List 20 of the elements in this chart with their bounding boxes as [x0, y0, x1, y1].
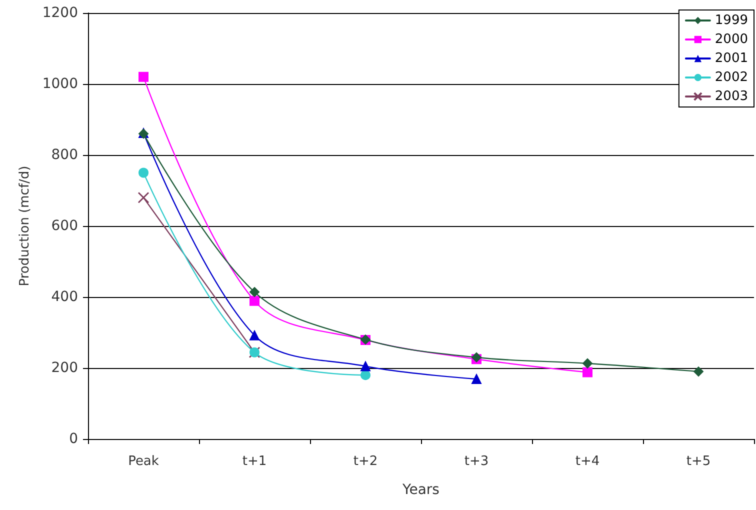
x-tick-label: t+4	[575, 454, 600, 469]
y-tick-label: 1200	[42, 5, 78, 21]
legend-label: 1999	[714, 13, 748, 28]
y-tick-label: 200	[51, 360, 78, 376]
x-tick-label: t+1	[242, 454, 267, 469]
x-tick-label: t+2	[353, 454, 378, 469]
legend-label: 2003	[714, 89, 748, 104]
legend-label: 2000	[714, 32, 748, 47]
y-tick-label: 1000	[42, 76, 78, 92]
y-tick-label: 400	[51, 289, 78, 305]
y-axis-title: Production (mcf/d)	[17, 166, 32, 286]
x-axis-title: Years	[402, 482, 440, 498]
legend-label: 2002	[714, 70, 748, 85]
x-tick-label: t+5	[686, 454, 711, 469]
x-tick-label: Peak	[128, 454, 160, 469]
y-tick-label: 800	[51, 147, 78, 163]
legend-label: 2001	[714, 51, 748, 66]
y-tick-label: 600	[51, 218, 78, 234]
x-tick-label: t+3	[464, 454, 489, 469]
y-tick-label: 0	[69, 431, 78, 447]
